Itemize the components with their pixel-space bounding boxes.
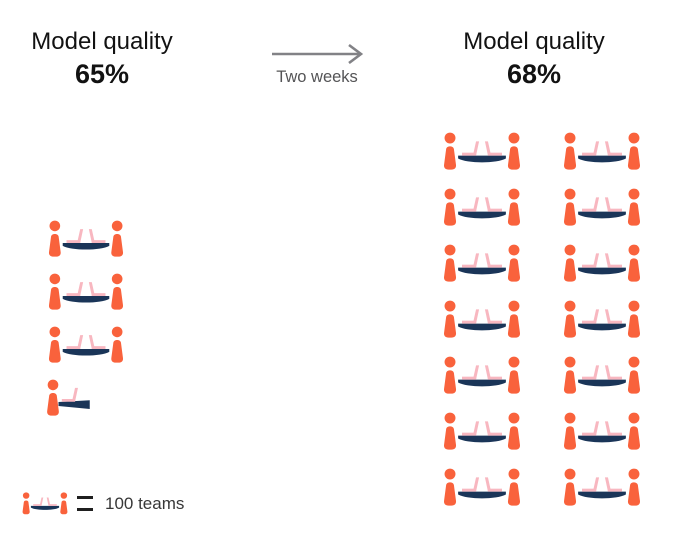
equals-icon: [77, 496, 93, 511]
transition-label: Two weeks: [276, 68, 358, 86]
legend-team-icon: [22, 492, 68, 515]
team-icon: [563, 356, 641, 395]
team-icon: [563, 188, 641, 227]
team-icon: [443, 188, 521, 227]
team-icon: [443, 412, 521, 451]
after-title: Model quality: [463, 28, 605, 55]
team-icon: [443, 468, 521, 507]
team-icon: [46, 273, 126, 311]
team-icon: [46, 326, 126, 364]
before-title: Model quality: [31, 28, 173, 55]
team-icon: [443, 356, 521, 395]
before-header: Model quality 65%: [16, 28, 188, 90]
before-value: 65%: [74, 58, 130, 89]
team-icon: [563, 300, 641, 339]
team-icon: [563, 244, 641, 283]
half-team-icon: [46, 379, 90, 417]
team-icon: [443, 244, 521, 283]
legend: 100 teams: [22, 492, 184, 515]
team-icon: [563, 132, 641, 171]
team-icon: [443, 300, 521, 339]
right-arrow-icon: [272, 43, 364, 64]
team-icon: [46, 220, 126, 258]
after-header: Model quality 68%: [448, 28, 620, 90]
team-icon: [563, 468, 641, 507]
after-team-icons: [443, 132, 641, 507]
team-icon: [443, 132, 521, 171]
transition-block: Two weeks: [262, 43, 372, 87]
after-value: 68%: [506, 58, 562, 89]
before-team-icons: [46, 220, 126, 417]
team-icon: [563, 412, 641, 451]
legend-label: 100 teams: [105, 493, 185, 513]
